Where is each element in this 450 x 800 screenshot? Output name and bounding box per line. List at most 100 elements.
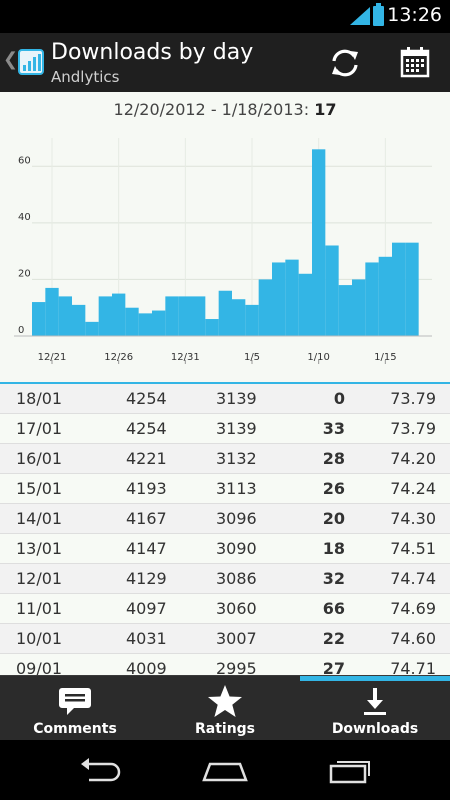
downloads-table[interactable]: 18/01 4254 3139 0 73.79 17/01 4254 3139 33 73.79 1… bbox=[0, 382, 450, 675]
chart-bar[interactable] bbox=[85, 321, 99, 336]
status-time: 13:26 bbox=[387, 4, 442, 26]
status-bar: 13:26 bbox=[0, 0, 450, 33]
chart-bar[interactable] bbox=[205, 319, 219, 336]
cell-active: 3139 bbox=[216, 419, 257, 438]
page-title: Downloads by day bbox=[51, 40, 254, 65]
home-icon[interactable] bbox=[200, 754, 250, 788]
tab-downloads[interactable]: Downloads bbox=[300, 676, 450, 740]
chart-bar[interactable] bbox=[178, 296, 192, 336]
chart-bar[interactable] bbox=[365, 262, 379, 336]
table-row[interactable]: 15/01 4193 3113 26 74.24 bbox=[0, 474, 450, 504]
x-tick-label: 12/31 bbox=[171, 352, 200, 363]
y-tick-label: 20 bbox=[18, 268, 31, 279]
table-row[interactable]: 16/01 4221 3132 28 74.20 bbox=[0, 444, 450, 474]
cell-percent: 73.79 bbox=[390, 419, 436, 438]
cell-active: 3086 bbox=[216, 569, 257, 588]
downloads-bar-chart[interactable]: 0 20 40 60 12/21 12/26 12/31 1/5 1/10 1/15 bbox=[0, 132, 450, 377]
cell-daily: 20 bbox=[322, 509, 345, 528]
cell-active: 3132 bbox=[216, 449, 257, 468]
recent-apps-icon[interactable] bbox=[325, 754, 375, 788]
chart-bar[interactable] bbox=[298, 273, 312, 336]
y-tick-label: 40 bbox=[18, 212, 31, 223]
cell-daily: 18 bbox=[322, 539, 345, 558]
battery-icon bbox=[373, 3, 384, 26]
back-icon[interactable] bbox=[75, 754, 125, 788]
chart-bar[interactable] bbox=[98, 296, 112, 336]
cell-daily: 66 bbox=[322, 599, 345, 618]
x-tick-label: 1/5 bbox=[244, 352, 260, 363]
chart-bar[interactable] bbox=[138, 313, 152, 336]
cell-percent: 74.24 bbox=[390, 479, 436, 498]
x-tick-label: 12/21 bbox=[38, 352, 67, 363]
cell-total: 4129 bbox=[126, 569, 167, 588]
system-nav-bar bbox=[0, 740, 450, 800]
table-row[interactable]: 14/01 4167 3096 20 74.30 bbox=[0, 504, 450, 534]
bottom-tab-bar: Comments Ratings Downloads bbox=[0, 675, 450, 740]
cell-date: 13/01 bbox=[16, 539, 63, 558]
cell-active: 3090 bbox=[216, 539, 257, 558]
chart-bar[interactable] bbox=[32, 302, 46, 336]
cell-total: 4147 bbox=[126, 539, 167, 558]
chart-bar[interactable] bbox=[272, 262, 286, 336]
chart-bar[interactable] bbox=[45, 287, 59, 336]
cell-daily: 22 bbox=[322, 629, 345, 648]
chart-bar[interactable] bbox=[192, 296, 206, 336]
cell-daily: 27 bbox=[322, 659, 345, 675]
table-row[interactable]: 13/01 4147 3090 18 74.51 bbox=[0, 534, 450, 564]
chart-bar[interactable] bbox=[285, 259, 299, 336]
chart-bar[interactable] bbox=[352, 279, 366, 336]
cell-percent: 73.79 bbox=[390, 389, 436, 408]
cell-percent: 74.69 bbox=[390, 599, 436, 618]
chart-bar[interactable] bbox=[312, 149, 326, 336]
y-tick-label: 0 bbox=[18, 325, 24, 336]
cell-total: 4009 bbox=[126, 659, 167, 675]
chart-bar[interactable] bbox=[405, 242, 419, 336]
cell-percent: 74.71 bbox=[390, 659, 436, 675]
refresh-icon[interactable] bbox=[325, 43, 365, 83]
chart-bar[interactable] bbox=[392, 242, 406, 336]
cell-active: 3060 bbox=[216, 599, 257, 618]
chart-bar[interactable] bbox=[218, 290, 232, 336]
chart-bar[interactable] bbox=[258, 279, 272, 336]
cell-active: 2995 bbox=[216, 659, 257, 675]
chart-bar[interactable] bbox=[245, 304, 259, 336]
chart-bar[interactable] bbox=[152, 310, 166, 336]
andlytics-app-icon[interactable] bbox=[18, 47, 44, 77]
chart-bar[interactable] bbox=[165, 296, 179, 336]
table-row[interactable]: 11/01 4097 3060 66 74.69 bbox=[0, 594, 450, 624]
x-tick-label: 1/15 bbox=[374, 352, 396, 363]
table-row[interactable]: 09/01 4009 2995 27 74.71 bbox=[0, 654, 450, 675]
download-icon bbox=[364, 688, 386, 715]
chart-bar[interactable] bbox=[58, 296, 72, 336]
cell-total: 4167 bbox=[126, 509, 167, 528]
chart-bar[interactable] bbox=[338, 285, 352, 336]
chart-bar[interactable] bbox=[325, 245, 339, 336]
chart-bar[interactable] bbox=[112, 293, 126, 336]
table-row[interactable]: 12/01 4129 3086 32 74.74 bbox=[0, 564, 450, 594]
chart-bar[interactable] bbox=[72, 304, 86, 336]
cell-active: 3007 bbox=[216, 629, 257, 648]
tab-comments[interactable]: Comments bbox=[0, 676, 150, 740]
cell-date: 09/01 bbox=[16, 659, 63, 675]
cell-date: 17/01 bbox=[16, 419, 63, 438]
tab-ratings[interactable]: Ratings bbox=[150, 676, 300, 740]
cell-percent: 74.60 bbox=[390, 629, 436, 648]
cell-daily: 0 bbox=[333, 389, 345, 408]
cell-active: 3096 bbox=[216, 509, 257, 528]
table-row[interactable]: 18/01 4254 3139 0 73.79 bbox=[0, 384, 450, 414]
date-range-value: 17 bbox=[314, 100, 337, 119]
chart-bar[interactable] bbox=[125, 307, 139, 336]
chart-bar[interactable] bbox=[232, 299, 246, 336]
date-range-text: 12/20/2012 - 1/18/2013: bbox=[113, 100, 310, 119]
table-row[interactable]: 17/01 4254 3139 33 73.79 bbox=[0, 414, 450, 444]
cell-percent: 74.74 bbox=[390, 569, 436, 588]
calendar-icon[interactable] bbox=[395, 43, 435, 83]
page-subtitle: Andlytics bbox=[51, 68, 120, 86]
comment-icon bbox=[59, 688, 91, 715]
chart-bar[interactable] bbox=[378, 256, 392, 336]
table-row[interactable]: 10/01 4031 3007 22 74.60 bbox=[0, 624, 450, 654]
x-tick-label: 1/10 bbox=[307, 352, 329, 363]
signal-icon bbox=[350, 7, 370, 25]
cell-total: 4254 bbox=[126, 389, 167, 408]
up-caret-icon[interactable]: ❮ bbox=[3, 49, 19, 70]
